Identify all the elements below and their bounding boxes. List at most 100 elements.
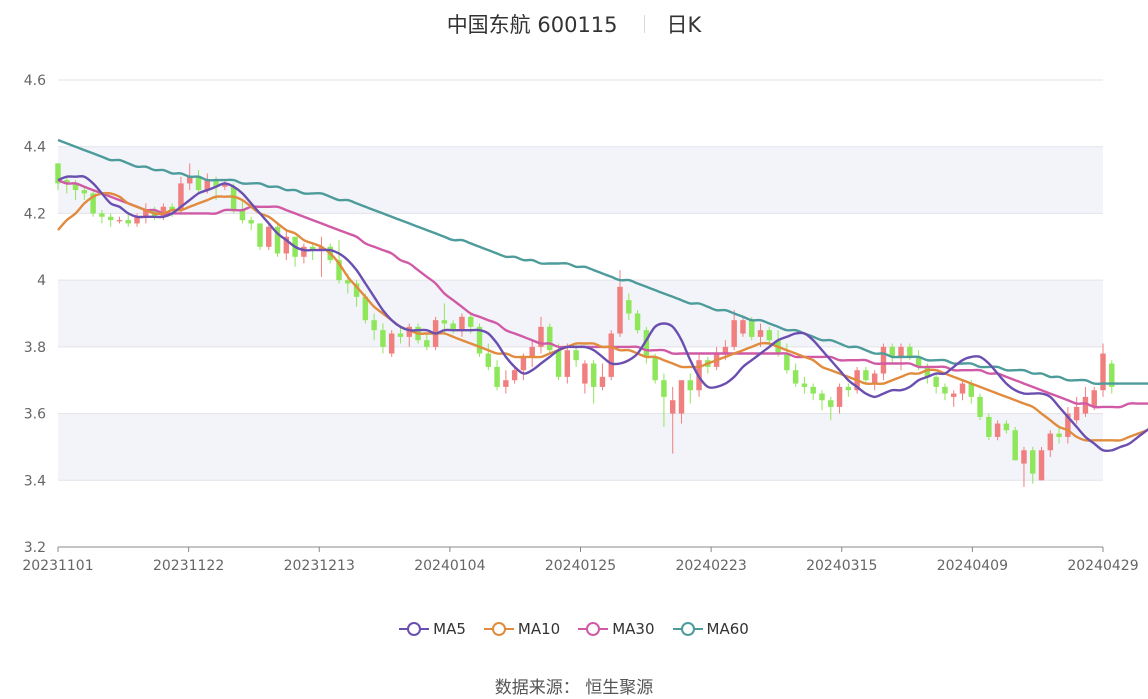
legend-label-ma10: MA10 (517, 620, 561, 638)
candle-body (661, 380, 667, 397)
candle-body (731, 320, 737, 347)
x-tick-label: 20231101 (22, 558, 93, 574)
candle-body (239, 210, 246, 221)
candle-body (187, 176, 193, 184)
candle-body (476, 326, 483, 354)
candle-body (898, 346, 904, 357)
candle-body (757, 330, 764, 337)
candle-body (784, 353, 790, 371)
candle-body (195, 176, 202, 191)
title-separator (643, 15, 645, 33)
x-tick-label: 20240125 (545, 558, 616, 574)
candle-body (766, 330, 773, 341)
y-tick-label: 4.6 (24, 73, 46, 89)
candle-body (836, 386, 843, 407)
y-axis-tick-labels: 3.2 3.4 3.6 3.8 4 4.2 4.4 4.6 (24, 73, 46, 556)
grid-band (58, 280, 1103, 347)
candle-body (722, 346, 729, 354)
candle-body (134, 216, 140, 224)
legend-item-ma30[interactable]: MA30 (578, 620, 655, 638)
candle-body (810, 386, 816, 394)
ma5-legend-icon (399, 622, 430, 636)
candle-body (871, 373, 878, 384)
candle-body (204, 180, 211, 191)
legend-item-ma5[interactable]: MA5 (399, 620, 466, 638)
candle-body (99, 213, 105, 217)
chart-period-tab[interactable]: 日K (666, 13, 702, 37)
candle-body (169, 206, 175, 211)
candle-body (318, 246, 325, 251)
candle-body (371, 320, 377, 331)
line-ma10 (57, 191, 1148, 442)
candle-body (959, 383, 966, 394)
candle-body (511, 370, 518, 381)
legend-item-ma60[interactable]: MA60 (672, 620, 749, 638)
candle-body (222, 183, 228, 187)
candle-body (608, 333, 614, 377)
candle-body (1082, 396, 1089, 414)
candle-body (907, 346, 913, 357)
candle-body (828, 400, 834, 407)
candle-body (468, 316, 474, 327)
x-tick-label: 20231213 (284, 558, 355, 574)
y-tick-label: 3.8 (24, 340, 46, 356)
moving-average-lines (57, 138, 1148, 453)
candle-body (599, 376, 606, 387)
candle-body (1100, 353, 1106, 391)
candle-body (582, 363, 588, 384)
y-tick-label: 4.4 (24, 140, 46, 156)
candle-body (257, 223, 263, 247)
candle-body (283, 236, 290, 254)
candle-body (1065, 413, 1071, 437)
candle-body (573, 350, 579, 361)
candle-body (1021, 450, 1027, 464)
candle-body (1012, 430, 1018, 461)
candle-body (942, 386, 948, 394)
candle-body (933, 376, 939, 387)
candle-body (1038, 450, 1045, 481)
candle-body (116, 220, 123, 222)
candle-body (643, 330, 650, 357)
candle-body (178, 183, 184, 211)
candle-body (309, 246, 316, 251)
candle-body (740, 320, 746, 334)
chart-title: 中国东航 600115 (446, 13, 618, 37)
grid-band (58, 413, 1103, 481)
line-ma5 (57, 175, 1148, 453)
candlesticks (55, 163, 1115, 487)
legend-label-ma30: MA30 (612, 620, 655, 638)
candle-body (160, 206, 167, 217)
y-tick-label: 4 (37, 273, 46, 289)
candle-body (915, 356, 922, 367)
candle-body (977, 396, 983, 417)
line-ma60 (57, 138, 1148, 386)
candle-body (801, 383, 808, 387)
candle-body (64, 180, 70, 184)
candle-body (617, 286, 623, 334)
candle-body (406, 326, 412, 337)
candle-body (590, 363, 597, 387)
candle-body (547, 326, 553, 351)
candle-body (380, 330, 386, 347)
candle-body (424, 340, 430, 347)
candle-body (274, 226, 281, 254)
candle-body (1091, 390, 1097, 407)
ma30-legend-icon (578, 622, 609, 636)
candle-body (107, 216, 114, 221)
candle-body (819, 393, 825, 401)
x-tick-label: 20240429 (1067, 558, 1138, 574)
candle-body (1030, 450, 1036, 474)
candle-body (213, 180, 219, 187)
candle-body (353, 283, 360, 297)
x-tick-label: 20231122 (153, 558, 224, 574)
candle-body (362, 296, 369, 321)
candle-body (55, 163, 61, 184)
candle-body (678, 380, 685, 414)
candle-body (924, 366, 931, 377)
legend-item-ma10[interactable]: MA10 (483, 620, 561, 638)
candle-body (889, 346, 895, 357)
candle-body (880, 346, 887, 374)
candle-body (1109, 363, 1115, 387)
candle-body (143, 210, 149, 217)
candle-body (81, 190, 88, 194)
